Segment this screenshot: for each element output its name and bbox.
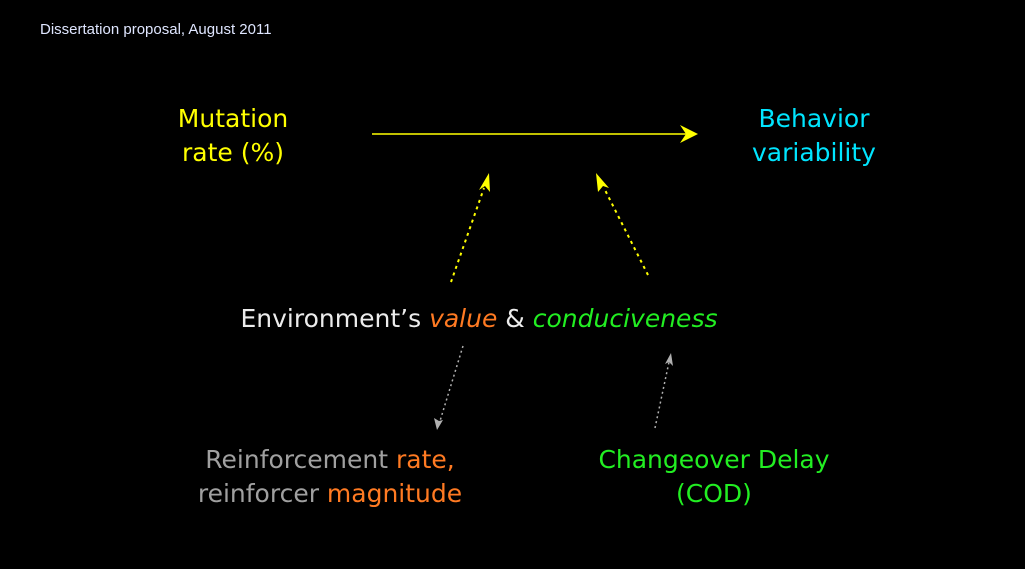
reinforcement-rate: rate, [395, 445, 455, 474]
environment-prefix: Environment’s [240, 304, 430, 333]
reinforcement-line-1: Reinforcement rate, [160, 443, 500, 477]
cod-to-conduciveness-arrow [654, 361, 670, 429]
environment-left-arrow [450, 187, 485, 283]
environment-left-arrowhead [479, 173, 490, 192]
behavior-line-2: variability [752, 138, 876, 167]
environment-right-arrowhead [596, 173, 609, 192]
environment-right-arrow [603, 187, 649, 276]
environment-conduciveness: conduciveness [532, 304, 718, 333]
reinforcement-label: Reinforcement [205, 445, 396, 474]
behavior-variability-node: Behavior variability [724, 102, 904, 170]
reinforcer-magnitude: magnitude [326, 479, 463, 508]
cod-to-conduciveness-arrowhead [665, 353, 673, 366]
mutation-rate-node: Mutation rate (%) [153, 102, 313, 170]
slide-header: Dissertation proposal, August 2011 [40, 21, 272, 38]
mutation-line-2: rate (%) [182, 138, 284, 167]
cod-line-1: Changeover Delay [598, 445, 830, 474]
reinforcement-line-2: reinforcer magnitude [160, 477, 500, 511]
mutation-line-1: Mutation [177, 104, 289, 133]
reinforcement-node: Reinforcement rate, reinforcer magnitude [160, 443, 500, 511]
reinforcer-label: reinforcer [197, 479, 327, 508]
changeover-delay-node: Changeover Delay (COD) [574, 443, 854, 511]
value-to-reinforcement-arrowhead [434, 418, 443, 430]
environment-node: Environment’s value & conduciveness [0, 302, 958, 336]
environment-ampersand: & [497, 304, 533, 333]
environment-value: value [429, 304, 498, 333]
value-to-reinforcement-arrow [439, 345, 464, 422]
cod-line-2: (COD) [676, 479, 752, 508]
behavior-line-1: Behavior [758, 104, 870, 133]
mutation-to-behavior-arrowhead [680, 125, 698, 143]
